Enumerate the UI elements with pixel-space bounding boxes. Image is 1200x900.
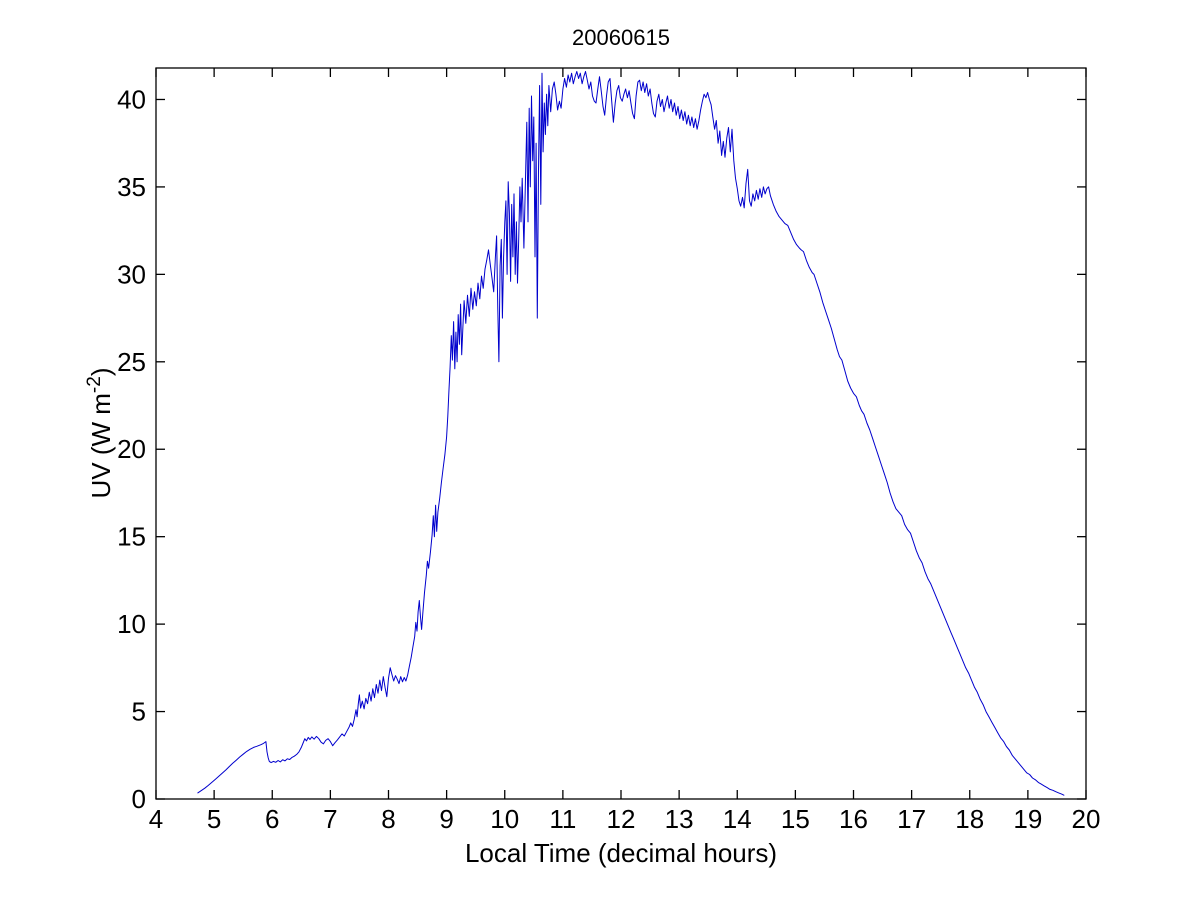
y-tick-label: 0 <box>132 784 146 814</box>
x-tick-label: 14 <box>723 804 752 834</box>
y-tick-label: 5 <box>132 697 146 727</box>
axis-tick-labels: 4 5 6 7 8 9 10 11 12 13 14 15 16 17 18 19 20 0 5 10 15 20 25 30… <box>117 84 1100 834</box>
x-tick-label: 6 <box>265 804 279 834</box>
y-axis-label-superscript: -2 <box>84 376 105 393</box>
chart-title: 20060615 <box>572 25 670 50</box>
x-tick-label: 11 <box>549 804 576 834</box>
x-tick-label: 10 <box>490 804 519 834</box>
y-axis-label-close: ) <box>86 368 116 377</box>
y-tick-label: 25 <box>117 347 146 377</box>
x-tick-label: 9 <box>439 804 453 834</box>
y-tick-label: 10 <box>117 609 146 639</box>
x-tick-label: 18 <box>955 804 984 834</box>
x-tick-label: 17 <box>897 804 926 834</box>
y-tick-label: 40 <box>117 84 146 114</box>
x-tick-label: 12 <box>607 804 636 834</box>
y-axis-label-main: UV (W m <box>86 393 116 498</box>
x-tick-label: 13 <box>665 804 694 834</box>
x-tick-label: 7 <box>323 804 337 834</box>
x-tick-label: 5 <box>207 804 221 834</box>
axis-ticks <box>155 68 1087 800</box>
x-tick-label: 15 <box>781 804 810 834</box>
uv-data-line <box>197 71 1065 796</box>
x-tick-label: 19 <box>1013 804 1042 834</box>
x-tick-label: 4 <box>149 804 163 834</box>
x-axis-label: Local Time (decimal hours) <box>465 838 777 868</box>
y-tick-label: 35 <box>117 172 146 202</box>
y-tick-label: 15 <box>117 522 146 552</box>
x-tick-label: 20 <box>1072 804 1101 834</box>
x-tick-label: 16 <box>839 804 868 834</box>
plot-area-border <box>155 67 1087 800</box>
y-tick-label: 30 <box>117 259 146 289</box>
x-tick-label: 8 <box>381 804 395 834</box>
y-tick-label: 20 <box>117 434 146 464</box>
y-axis-label: UV (W m-2) <box>84 368 116 499</box>
